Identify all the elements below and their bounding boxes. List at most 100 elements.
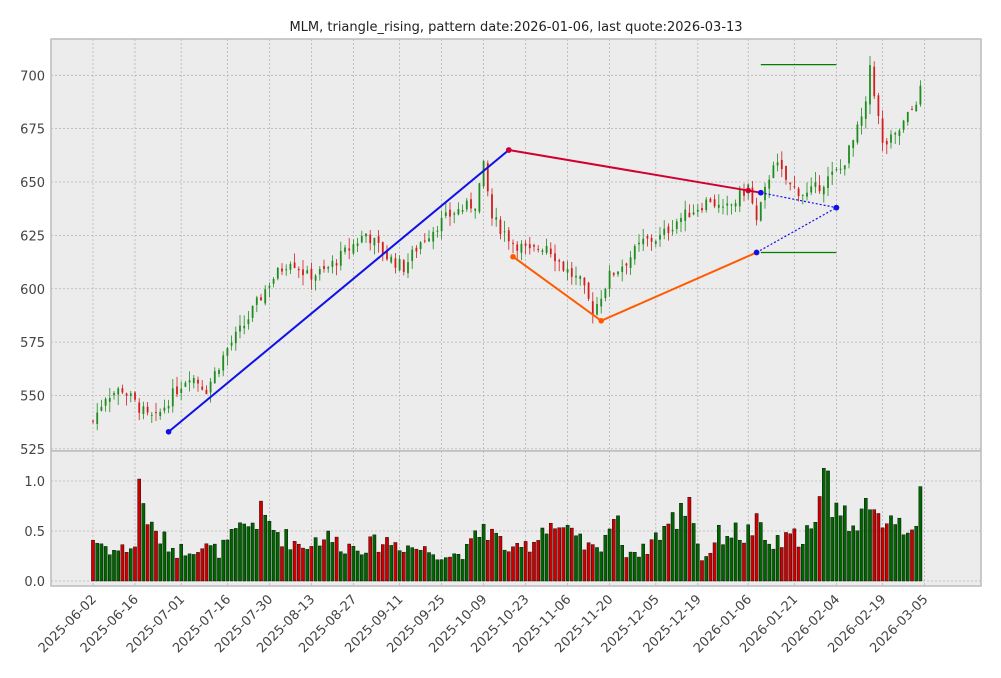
volume-bar xyxy=(801,544,805,582)
candle-body xyxy=(327,267,330,269)
volume-bar xyxy=(465,544,469,582)
volume-bar xyxy=(670,512,675,582)
volume-bar xyxy=(649,539,654,582)
volume-bar xyxy=(700,560,704,582)
candle-body xyxy=(188,380,191,383)
candle-body xyxy=(457,209,460,215)
candle-body xyxy=(759,202,762,221)
candle-body xyxy=(155,412,157,414)
volume-bar xyxy=(675,528,679,582)
candle-body xyxy=(474,208,477,211)
candle-body xyxy=(877,95,880,116)
candle-body xyxy=(470,199,472,209)
volume-bar xyxy=(141,503,146,582)
volume-bar xyxy=(423,546,427,582)
volume-bar xyxy=(322,539,326,582)
volume-bar xyxy=(599,551,603,582)
volume-bar xyxy=(515,543,519,582)
candle-body xyxy=(814,182,817,187)
volume-bar xyxy=(221,539,226,582)
volume-bar xyxy=(351,546,356,582)
candle-body xyxy=(486,163,489,192)
volume-bar xyxy=(561,527,566,582)
price-tick-label: 625 xyxy=(20,229,45,244)
candle-body xyxy=(575,275,577,278)
volume-bar xyxy=(637,556,641,582)
volume-bar xyxy=(120,544,125,582)
candle-body xyxy=(885,140,888,145)
candle-body xyxy=(176,386,178,395)
candle-body xyxy=(608,270,611,289)
candle-body xyxy=(444,212,447,216)
volume-bar xyxy=(817,496,822,582)
candle-body xyxy=(684,209,687,221)
candle-body xyxy=(260,297,262,301)
pattern-upper-projection xyxy=(760,192,837,209)
candle-body xyxy=(495,217,498,220)
volume-bar xyxy=(448,556,452,582)
volume-bar xyxy=(809,528,813,582)
volume-bar xyxy=(145,524,150,582)
candle-body xyxy=(146,406,149,413)
candle-body xyxy=(411,249,414,262)
candle-body xyxy=(268,285,271,288)
candle-body xyxy=(432,231,435,242)
candle-body xyxy=(100,406,103,411)
volume-bar xyxy=(154,530,158,582)
candle-body xyxy=(835,169,838,171)
candle-body xyxy=(625,263,628,266)
volume-bar xyxy=(410,547,415,582)
volume-bar xyxy=(616,515,620,582)
volume-bar xyxy=(607,528,612,582)
volume-bar xyxy=(166,551,171,582)
volume-bar xyxy=(679,502,683,582)
volume-bar xyxy=(385,537,389,582)
volume-bar xyxy=(847,531,851,582)
pattern-lower-projection-marker xyxy=(753,249,760,256)
candle-body xyxy=(793,186,796,188)
candle-body xyxy=(289,263,292,270)
volume-bar xyxy=(746,524,750,582)
volume-tick-label: 1.0 xyxy=(24,475,45,490)
candle-body xyxy=(898,130,901,137)
candle-body xyxy=(541,250,544,253)
candle-body xyxy=(562,261,565,271)
volume-bar xyxy=(553,528,557,582)
volume-bar xyxy=(444,557,448,582)
volume-bar xyxy=(813,522,818,582)
volume-bar xyxy=(427,552,431,582)
price-tick-label: 700 xyxy=(20,69,45,84)
candle-body xyxy=(671,229,674,232)
candle-body xyxy=(239,325,241,332)
candles xyxy=(92,55,922,431)
candle-body xyxy=(848,145,850,164)
volume-bar xyxy=(788,533,792,582)
volume-bar xyxy=(242,523,247,582)
candle-body xyxy=(524,243,527,246)
candle-body xyxy=(675,221,678,230)
volume-bar xyxy=(212,543,217,582)
candle-body xyxy=(789,182,792,185)
candle-body xyxy=(570,268,573,277)
volume-bar xyxy=(490,528,494,582)
volume-bar xyxy=(284,529,289,582)
price-panel-background xyxy=(51,39,981,451)
volume-bar xyxy=(826,470,830,582)
candle-body xyxy=(852,140,855,149)
volume-bar xyxy=(246,526,251,582)
candle-body xyxy=(659,234,661,240)
candle-body xyxy=(768,179,771,189)
candle-body xyxy=(171,388,174,407)
volume-bar xyxy=(271,529,276,582)
candle-body xyxy=(533,245,535,247)
volume-bar xyxy=(305,549,310,582)
volume-bar xyxy=(250,522,255,582)
volume-bar xyxy=(570,527,574,582)
price-tick-label: 525 xyxy=(20,443,45,458)
volume-bar xyxy=(95,542,99,582)
candle-body xyxy=(310,268,313,280)
candle-body xyxy=(801,194,804,196)
candle-body xyxy=(302,269,304,276)
candle-body xyxy=(629,257,632,269)
volume-bar xyxy=(229,528,234,582)
